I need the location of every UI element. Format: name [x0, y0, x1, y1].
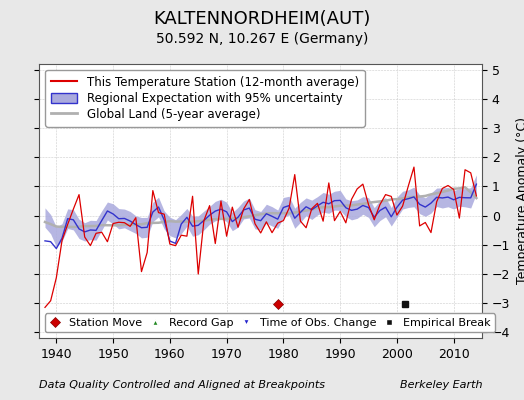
Text: KALTENNORDHEIM(AUT): KALTENNORDHEIM(AUT): [154, 10, 370, 28]
Text: 50.592 N, 10.267 E (Germany): 50.592 N, 10.267 E (Germany): [156, 32, 368, 46]
Y-axis label: Temperature Anomaly (°C): Temperature Anomaly (°C): [516, 118, 524, 284]
Text: Data Quality Controlled and Aligned at Breakpoints: Data Quality Controlled and Aligned at B…: [39, 380, 325, 390]
Text: Berkeley Earth: Berkeley Earth: [400, 380, 482, 390]
Legend: Station Move, Record Gap, Time of Obs. Change, Empirical Break: Station Move, Record Gap, Time of Obs. C…: [45, 314, 496, 332]
